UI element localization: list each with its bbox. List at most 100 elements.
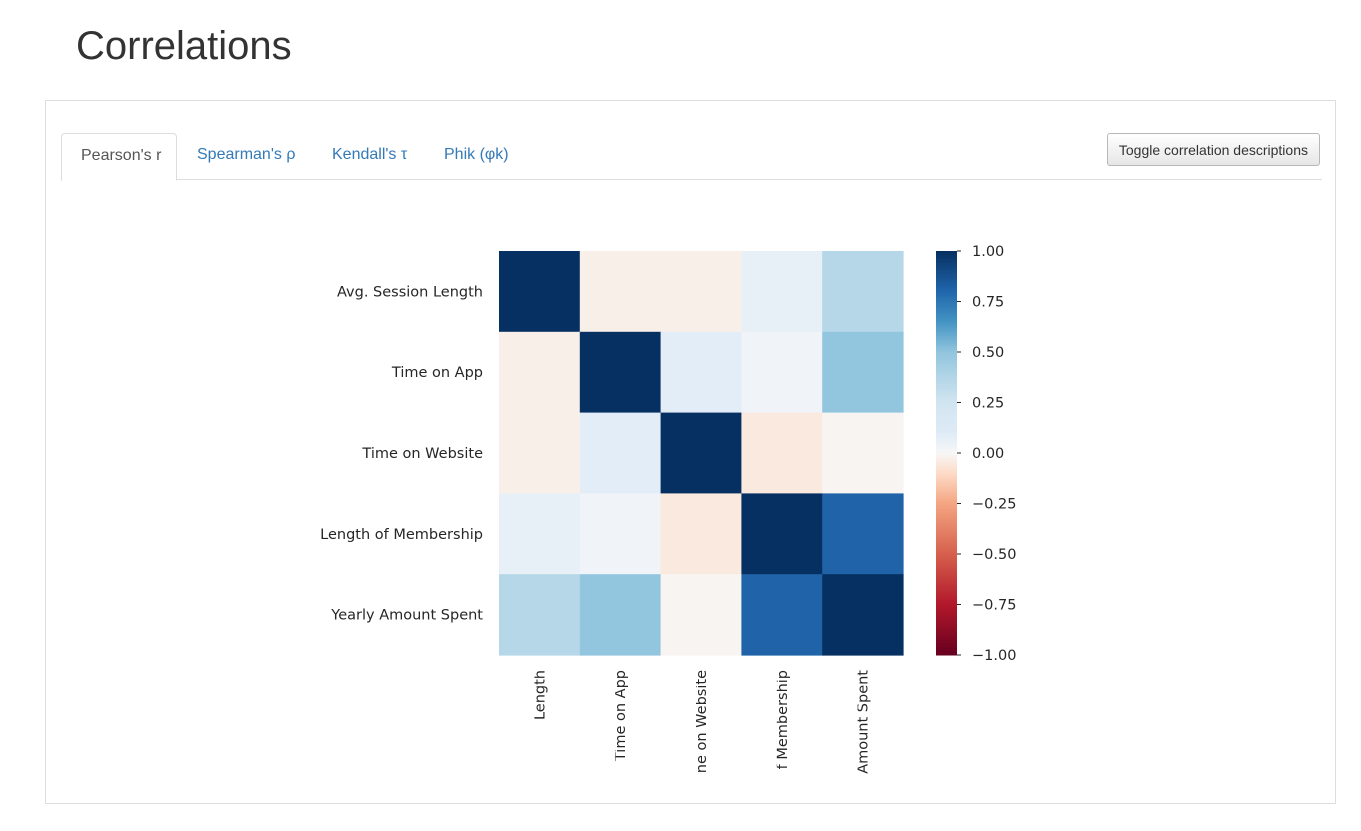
colorbar-segment [936,269,957,272]
heatmap-cell [660,574,742,656]
colorbar-segment [936,509,957,513]
colorbar-segment [936,634,957,638]
row-label: Time on App [391,365,483,381]
colorbar-segment [936,483,957,486]
colorbar-segment [936,570,957,573]
colorbar-segment [936,489,957,492]
colorbar-segment [936,535,957,539]
colorbar-segment [936,317,957,321]
colorbar-segment [936,614,957,618]
colorbar-segment [936,537,957,541]
colorbar-segment [936,576,957,579]
colorbar-segment [936,325,957,329]
colorbar-segment [936,303,957,307]
heatmap-cell [499,251,581,333]
colorbar-segment [936,529,957,533]
colorbar-segment [936,521,957,525]
heatmap-cell [822,412,904,494]
tab-spearman[interactable]: Spearman's ρ [197,146,296,163]
colorbar-segment [936,455,957,458]
heatmap-cell [499,331,581,414]
heatmap-cell [660,331,742,414]
colorbar-segment [936,408,957,412]
colorbar-segment [936,600,957,603]
row-label: Time on Website [361,446,483,462]
colorbar-tick-label: −0.25 [972,497,1016,513]
colorbar-tick-label: 0.25 [972,396,1004,412]
colorbar-segment [936,378,957,381]
heatmap-cell [579,493,662,575]
colorbar-segment [936,323,957,327]
colorbar-segment [936,574,957,577]
tab-phik[interactable]: Phik (φk) [444,146,509,163]
colorbar-segment [936,471,957,474]
colorbar-segment [936,345,957,349]
colorbar-segment [936,432,957,436]
colorbar-segment [936,541,957,545]
colorbar-segment [936,644,957,648]
colorbar-tick-label: −0.75 [972,598,1016,614]
heatmap-cell [579,574,662,656]
heatmap-cell [499,493,581,575]
colorbar-segment [936,434,957,438]
colorbar-segment [936,343,957,347]
colorbar-segment [936,523,957,527]
colorbar-segment [936,479,957,482]
colorbar-segment [936,539,957,543]
colorbar-segment [936,505,957,509]
colorbar-segment [936,608,957,612]
colorbar-segment [936,533,957,537]
colorbar-segment [936,335,957,339]
column-label: f Membership [775,670,791,769]
tab-pearson[interactable]: Pearson's r [61,133,177,181]
colorbar-segment [936,277,957,280]
colorbar-segment [936,642,957,646]
colorbar-segment [936,545,957,549]
colorbar-segment [936,527,957,531]
heatmap-cell [741,412,823,494]
colorbar-segment [936,622,957,626]
colorbar-segment [936,624,957,628]
correlation-tabs: Pearson's r Spearman's ρ Kendall's τ Phi… [61,133,1322,181]
colorbar-segment [936,586,957,589]
toggle-correlation-descriptions-button[interactable]: Toggle correlation descriptions [1106,133,1320,166]
colorbar-tick-label: 0.50 [972,345,1004,361]
colorbar-segment [936,275,957,278]
heatmap-cell [660,412,742,494]
colorbar-segment [936,499,957,502]
tab-kendall[interactable]: Kendall's τ [332,146,408,163]
column-label: ne on Website [694,670,710,773]
colorbar-segment [936,376,957,379]
colorbar-segment [936,652,957,656]
colorbar-segment [936,551,957,555]
colorbar-segment [936,592,957,595]
colorbar-segment [936,606,957,610]
colorbar-segment [936,572,957,575]
colorbar-segment [936,590,957,593]
colorbar-segment [936,301,957,305]
colorbar-segment [936,448,957,452]
colorbar-segment [936,596,957,599]
colorbar-segment [936,481,957,484]
colorbar-segment [936,442,957,446]
colorbar-segment [936,582,957,585]
heatmap-cell [660,251,742,333]
colorbar-segment [936,386,957,389]
colorbar-segment [936,604,957,608]
colorbar-segment [936,307,957,311]
colorbar-segment [936,263,957,266]
colorbar-segment [936,412,957,416]
colorbar-segment [936,632,957,636]
heatmap-cell [499,574,581,656]
colorbar-tick-label: 1.00 [972,244,1004,260]
heatmap-cell [822,574,904,656]
colorbar-tick-label: −0.50 [972,547,1016,563]
colorbar-segment [936,475,957,478]
colorbar-segment [936,291,957,294]
colorbar-segment [936,493,957,496]
colorbar-segment [936,424,957,428]
colorbar-segment [936,612,957,616]
colorbar-segment [936,321,957,325]
colorbar-segment [936,564,957,567]
